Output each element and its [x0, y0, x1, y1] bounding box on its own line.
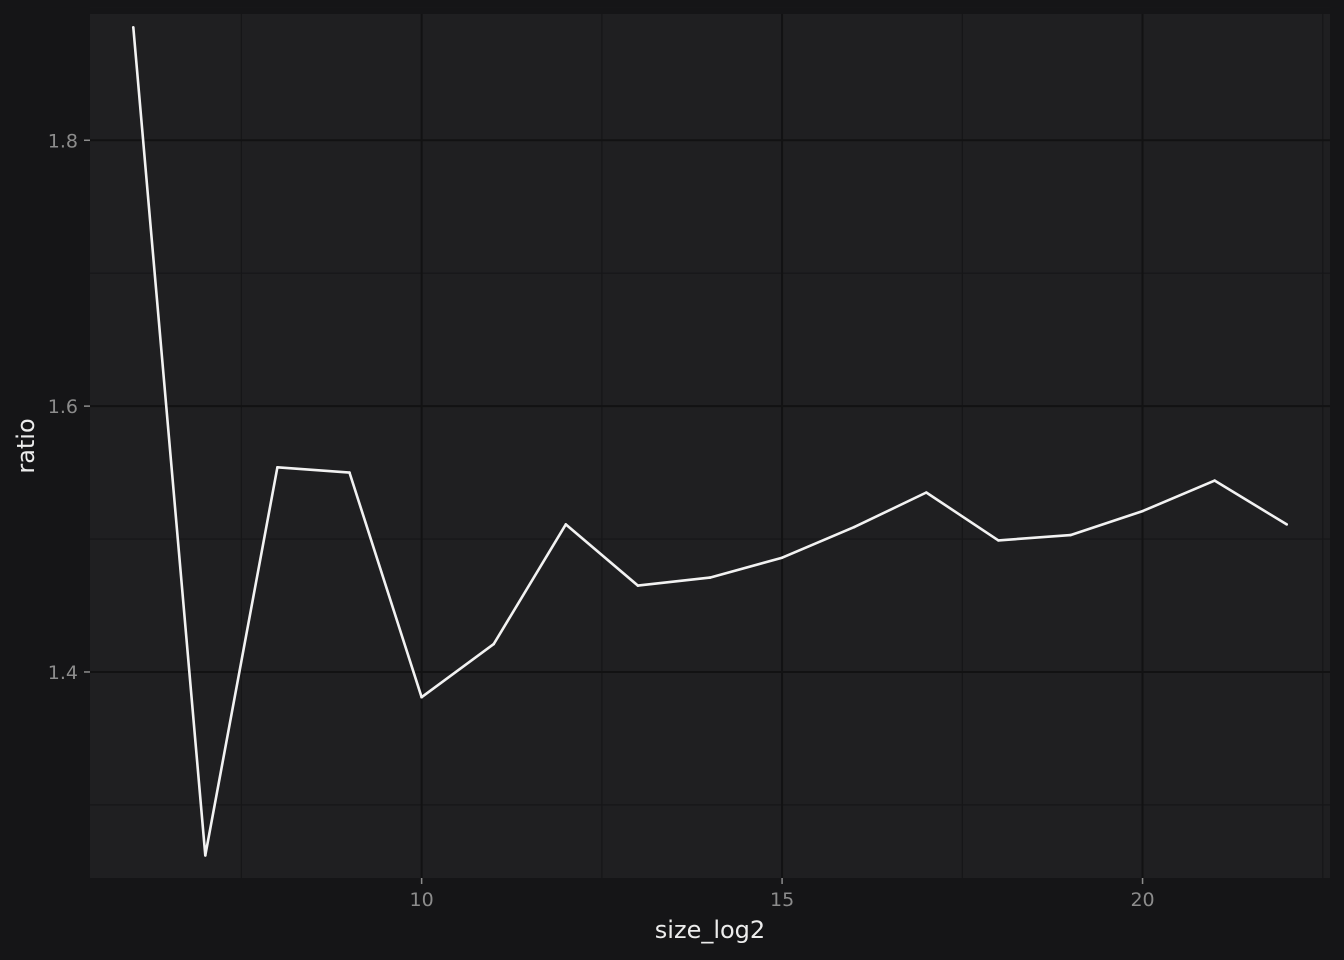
x-axis-title: size_log2	[655, 916, 765, 944]
data-point-10	[852, 525, 856, 529]
data-point-5	[492, 642, 496, 646]
data-point-1	[204, 854, 207, 857]
plot-panel	[90, 14, 1330, 878]
data-point-9	[780, 556, 784, 559]
data-point-16	[1285, 523, 1289, 526]
data-point-15	[1213, 479, 1216, 482]
data-point-13	[1069, 533, 1072, 537]
y-tick-label-0: 1.4	[48, 662, 78, 684]
data-point-6	[564, 523, 568, 526]
data-point-3	[348, 471, 351, 474]
x-tick-label-2: 20	[1130, 889, 1154, 911]
data-point-11	[924, 491, 928, 494]
data-point-7	[636, 584, 640, 587]
data-point-14	[1141, 509, 1144, 513]
minor-gridlines	[90, 6, 1330, 878]
data-point-8	[708, 576, 712, 579]
x-tick-label-0: 10	[410, 889, 434, 911]
data-point-12	[997, 539, 1000, 542]
data-point-4	[420, 695, 423, 699]
x-tick-label-1: 15	[770, 889, 794, 911]
data-point-0	[131, 25, 135, 29]
y-tick-label-2: 1.8	[48, 130, 78, 152]
series-layer	[131, 25, 1289, 857]
y-axis-title: ratio	[12, 418, 40, 473]
y-tick-label-1: 1.6	[48, 396, 78, 418]
axis-ticks: 10 15 20 1.4 1.6 1.8	[48, 130, 1155, 911]
data-point-2	[276, 465, 279, 469]
major-gridlines	[90, 14, 1330, 878]
